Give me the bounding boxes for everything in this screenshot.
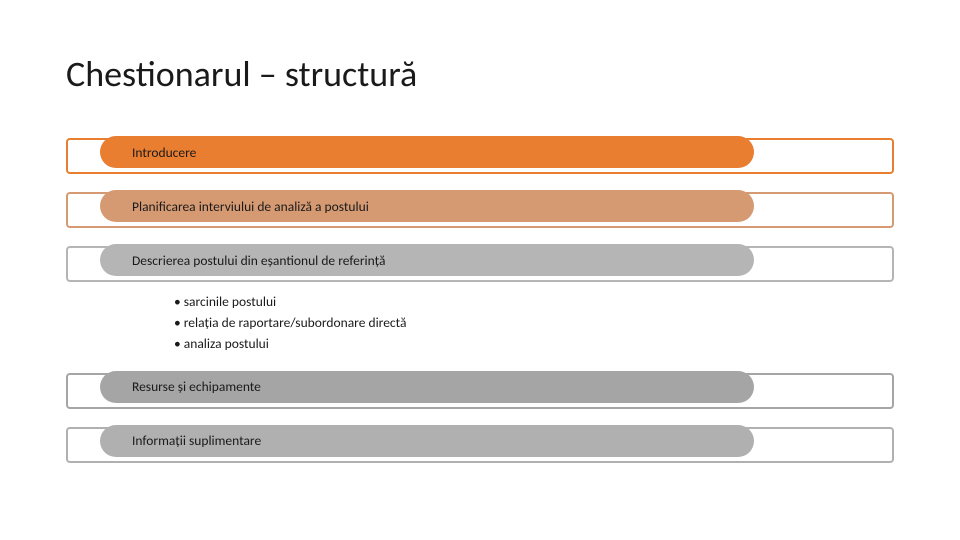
bullet-item: analiza postului	[174, 334, 894, 355]
bullet-item: relația de raportare/subordonare directă	[174, 313, 894, 334]
row-pill: Planificarea interviului de analiză a po…	[100, 190, 754, 222]
bullet-item: sarcinile postului	[174, 292, 894, 313]
row-pill: Resurse și echipamente	[100, 371, 754, 403]
row-pill: Descrierea postului din eșantionul de re…	[100, 244, 754, 276]
structure-row: Descrierea postului din eșantionul de re…	[66, 246, 894, 355]
row-outline: Resurse și echipamente	[66, 373, 894, 409]
row-outline: Descrierea postului din eșantionul de re…	[66, 246, 894, 282]
row-bullets: sarcinile postuluirelația de raportare/s…	[174, 292, 894, 355]
row-outline: Informații suplimentare	[66, 427, 894, 463]
row-pill: Informații suplimentare	[100, 425, 754, 457]
structure-row: Resurse și echipamente	[66, 373, 894, 409]
row-outline: Introducere	[66, 138, 894, 174]
slide-title: Chestionarul – structură	[66, 52, 417, 96]
row-pill: Introducere	[100, 136, 754, 168]
row-outline: Planificarea interviului de analiză a po…	[66, 192, 894, 228]
structure-stack: Introducere Planificarea interviului de a…	[66, 138, 894, 481]
structure-row: Introducere	[66, 138, 894, 174]
structure-row: Informații suplimentare	[66, 427, 894, 463]
structure-row: Planificarea interviului de analiză a po…	[66, 192, 894, 228]
